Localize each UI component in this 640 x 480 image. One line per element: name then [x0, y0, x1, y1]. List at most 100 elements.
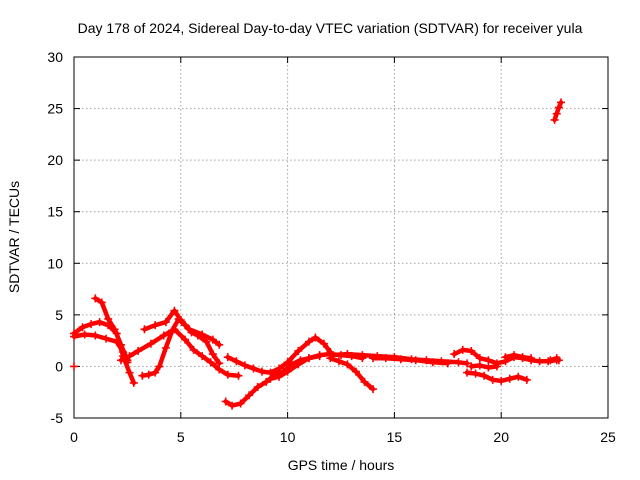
data-point	[467, 346, 476, 355]
data-point	[283, 367, 292, 376]
data-point	[351, 367, 360, 376]
y-tick-label: -5	[51, 410, 64, 426]
x-tick-label: 10	[280, 429, 296, 445]
data-point	[294, 346, 303, 355]
y-tick-label: 15	[47, 204, 63, 220]
axis-ticks: 0 5 10 15 20 25 -5 0 5 10 15 20 25 30	[47, 49, 616, 445]
data-point	[454, 358, 463, 367]
data-point	[467, 362, 476, 371]
y-tick-label: 25	[47, 101, 63, 117]
data-point	[552, 109, 561, 118]
data-point	[144, 370, 153, 379]
data-point	[471, 369, 480, 378]
data-point	[161, 318, 170, 327]
data-point	[535, 357, 544, 366]
data-point	[80, 330, 89, 339]
data-point	[488, 375, 497, 384]
data-point	[78, 323, 87, 332]
data-point	[326, 351, 335, 360]
data-point	[315, 351, 324, 360]
data-point	[215, 340, 224, 349]
series-arc-6	[116, 325, 243, 380]
data-point	[334, 357, 343, 366]
series-arc-8	[223, 333, 335, 377]
data-point	[236, 399, 245, 408]
data-point	[116, 356, 125, 365]
x-axis-label: GPS time / hours	[288, 457, 395, 473]
data-point	[275, 372, 284, 381]
data-point	[510, 351, 519, 360]
series-arc-15	[467, 361, 501, 372]
data-point	[484, 356, 493, 365]
series-arc-12	[369, 354, 452, 368]
data-point	[95, 318, 104, 327]
series-arc-3	[91, 294, 132, 365]
series-arc-1	[70, 318, 138, 387]
data-point	[221, 397, 230, 406]
data-point	[70, 362, 78, 371]
data-point	[554, 103, 563, 112]
data-point	[161, 343, 170, 352]
data-point	[151, 368, 160, 377]
data-point	[557, 98, 566, 107]
data-point	[294, 360, 303, 369]
series-line	[552, 100, 564, 123]
data-point	[208, 335, 217, 344]
y-tick-label: 10	[47, 255, 63, 271]
data-point	[223, 353, 232, 362]
chart-title: Day 178 of 2024, Sidereal Day-to-day VTE…	[78, 20, 583, 36]
data-point	[497, 376, 506, 385]
data-point	[208, 350, 217, 359]
data-point	[319, 339, 328, 348]
data-point	[249, 364, 258, 373]
data-point	[546, 356, 555, 365]
data-point	[87, 320, 96, 329]
data-point	[70, 332, 78, 341]
data-point	[257, 367, 266, 376]
data-point	[304, 337, 313, 346]
data-point	[240, 361, 249, 370]
data-point	[443, 359, 452, 368]
data-point	[518, 353, 527, 362]
data-point	[170, 306, 179, 315]
data-point	[505, 374, 514, 383]
data-point	[360, 377, 369, 386]
y-tick-label: 20	[47, 152, 63, 168]
data-point	[475, 361, 484, 370]
data-point	[104, 314, 113, 323]
data-point	[358, 351, 367, 360]
data-point	[245, 391, 254, 400]
data-series	[70, 98, 566, 410]
data-point	[198, 330, 207, 339]
data-point	[125, 352, 134, 361]
data-point	[155, 362, 164, 371]
data-point	[228, 401, 237, 410]
data-point	[151, 321, 160, 330]
data-point	[463, 368, 472, 377]
x-tick-label: 0	[70, 429, 78, 445]
data-point	[428, 358, 437, 367]
series-arc-5	[140, 306, 224, 349]
data-point	[170, 325, 179, 334]
series-arc-16	[501, 351, 536, 363]
data-point	[215, 365, 224, 374]
data-point	[475, 354, 484, 363]
data-point	[232, 357, 241, 366]
data-point	[450, 350, 459, 359]
series-isolated	[70, 362, 78, 371]
y-tick-label: 0	[55, 358, 63, 374]
data-point	[185, 325, 194, 334]
data-point	[554, 356, 563, 365]
data-point	[463, 359, 472, 368]
data-point	[176, 316, 185, 325]
data-point	[138, 371, 147, 380]
data-point	[146, 339, 155, 348]
data-point	[223, 370, 232, 379]
data-point	[396, 355, 405, 364]
data-point	[134, 346, 143, 355]
y-tick-label: 5	[55, 307, 63, 323]
data-point	[369, 385, 378, 394]
data-point	[550, 115, 559, 124]
y-tick-label: 30	[47, 49, 63, 65]
